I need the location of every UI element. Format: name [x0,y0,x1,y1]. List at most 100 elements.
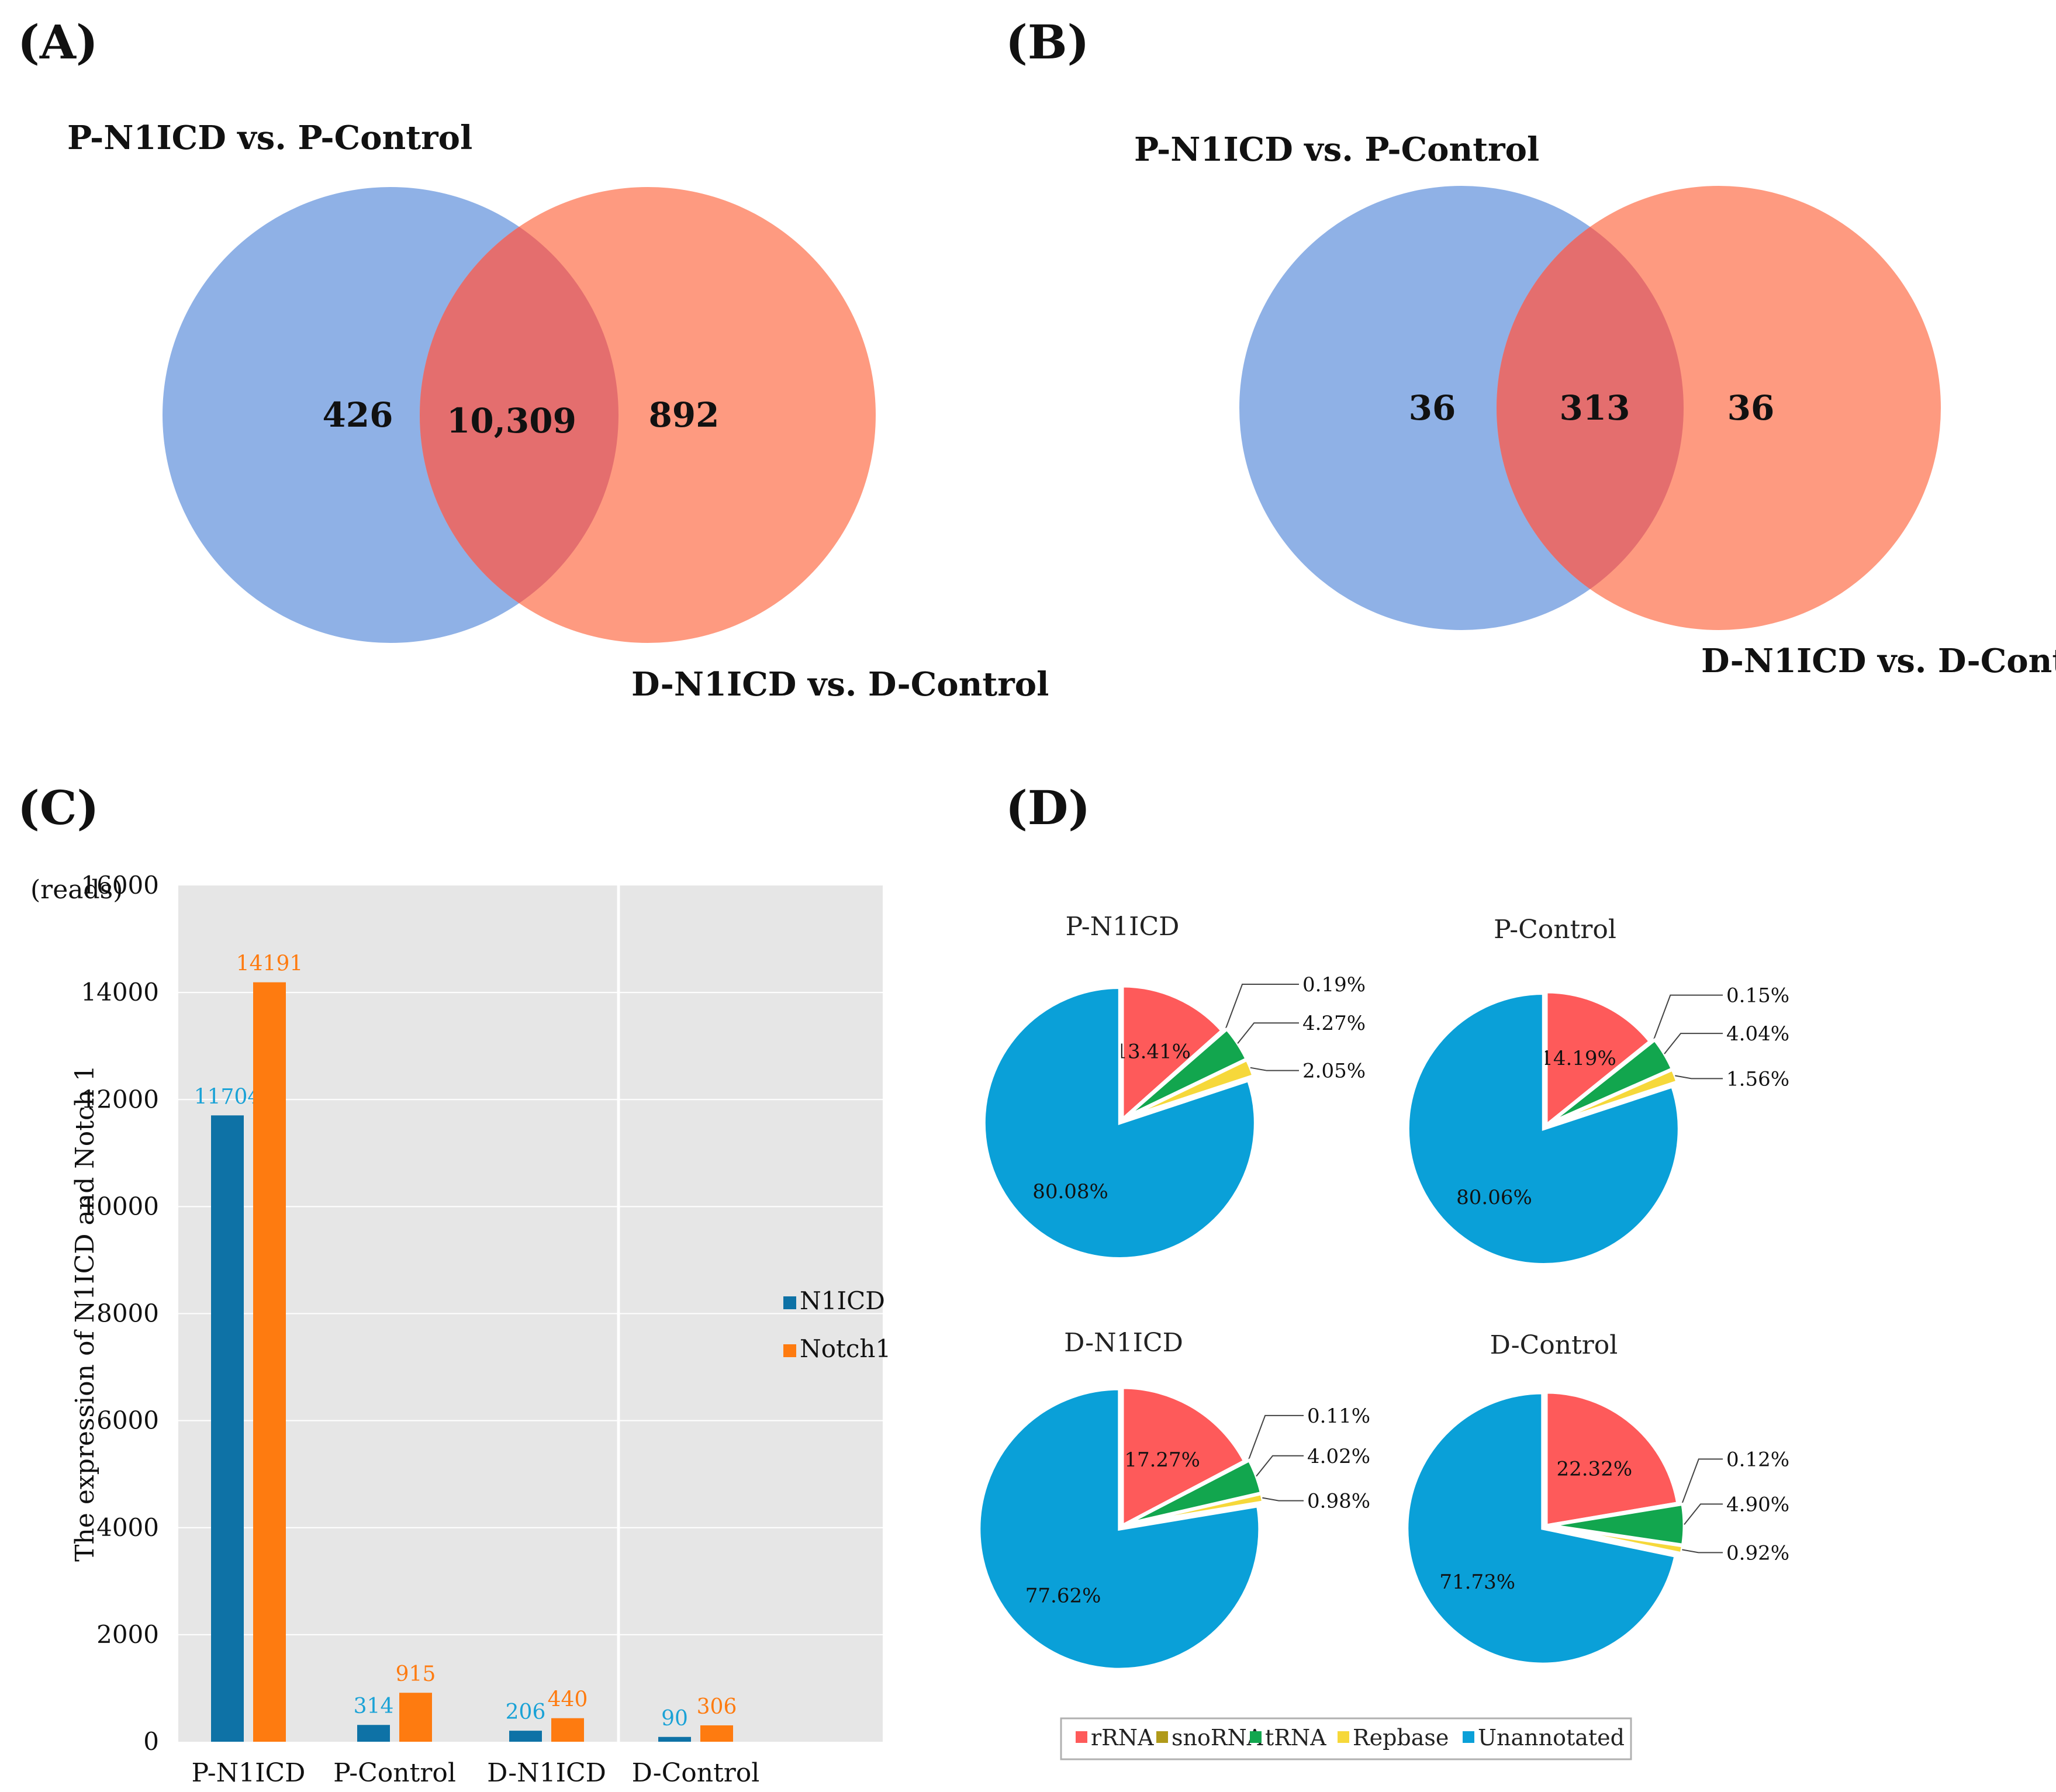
venn-b-right-count: 36 [1727,388,1775,428]
pie-legend-label-rrna: rRNA [1091,1725,1154,1751]
bars: 11704 314 206 90 14191 915 440 306 [194,952,737,1742]
y-tick-label-2: 4000 [96,1513,159,1542]
panel-label-d: (D) [1005,780,1090,835]
pie-3-slice-repbase [1550,1524,1685,1555]
y-tick-label-7: 14000 [81,978,159,1006]
bar-n1icd-1 [357,1725,390,1742]
bar-chart-c: 0 2000 4000 6000 8000 10000 12000 14000 16000 11… [30,871,891,1788]
pie-title-2: D-N1ICD [1064,1328,1183,1358]
pie-title-3: D-Control [1490,1330,1618,1360]
pie-2-slice-unannotated [977,1387,1262,1671]
bar-value-label-n1icd-2: 206 [506,1700,546,1724]
pie-legend-label-unannotated: Unannotated [1478,1725,1625,1751]
venn-b-right-set-name: D-N1ICD vs. D-Control [1701,642,2056,680]
bar-value-label-notch1-1: 915 [396,1662,436,1686]
pie-1-label-repbase: 1.56% [1726,1067,1789,1091]
pie-3-label-rrna: 22.32% [1556,1458,1632,1481]
venn-a-right-set-name: D-N1ICD vs. D-Control [631,665,1049,704]
bar-notch1-2 [551,1718,584,1742]
bar-notch1-1 [399,1693,432,1742]
y-tick-label-3: 6000 [96,1406,159,1435]
pie-title-0: P-N1ICD [1066,912,1180,942]
pie-legend-swatch-rrna [1076,1731,1087,1743]
y-axis-ticks: 0 2000 4000 6000 8000 10000 12000 14000 16000 [81,871,883,1756]
pie-3-label-trna: 4.90% [1726,1493,1789,1516]
venn-a-left-count: 426 [322,395,393,435]
venn-a: P-N1ICD vs. P-Control D-N1ICD vs. D-Cont… [67,119,1049,704]
bar-value-label-n1icd-0: 11704 [194,1085,261,1109]
pie-1-leader-2 [1664,1033,1723,1054]
pie-1-label-trna: 4.04% [1726,1022,1789,1046]
pie-0-leader-1 [1225,983,1299,1029]
venn-a-right-count: 892 [648,395,719,435]
y-tick-label-6: 12000 [81,1085,159,1113]
pie-legend-swatch-snorna [1156,1731,1168,1743]
y-axis-label: The expression of N1ICD and Notch 1 [70,1065,100,1562]
pie-3-slice-rrna [1544,1390,1680,1527]
category-labels: P-N1ICD P-Control D-N1ICD D-Control [192,1758,760,1788]
pie-0-leader-2 [1237,1022,1299,1044]
pie-charts-d: P-N1ICD 13.41% 0.19% 4.27% 2.05% 80.08% P-Cont… [977,912,1789,1671]
venn-b-overlap-count: 313 [1559,388,1630,428]
pie-0-leader-3 [1250,1067,1299,1071]
venn-b-left-set-name: P-N1ICD vs. P-Control [1134,130,1539,169]
panel-label-a: (A) [18,15,98,70]
bar-n1icd-3 [658,1736,691,1742]
x-category-label-1: P-Control [333,1758,456,1788]
venn-b-overlap [1497,227,1684,589]
bar-value-label-notch1-0: 14191 [236,952,303,976]
pie-legend-swatch-trna [1250,1731,1262,1743]
bar-value-label-notch1-3: 306 [697,1695,737,1719]
pie-3-slice-unannotated [1405,1391,1677,1666]
pie-2-label-rrna: 17.27% [1124,1448,1200,1472]
venn-b-left-count: 36 [1409,388,1456,428]
y-tick-label-4: 8000 [96,1299,159,1328]
pie-2-leader-1 [1248,1414,1304,1460]
pie-1-label-snorna: 0.15% [1726,984,1789,1008]
pie-legend-swatch-unannotated [1463,1731,1474,1743]
pie-2-slice-rrna [1121,1386,1247,1528]
bar-notch1-0 [253,982,286,1742]
pie-3-leader-2 [1684,1503,1723,1525]
x-category-label-0: P-N1ICD [192,1758,306,1788]
pie-0-slice-rrna [1121,984,1224,1123]
legend-label-n1icd: N1ICD [800,1286,885,1315]
pie-legend-label-trna: tRNA [1265,1725,1326,1751]
pie-0-slice-unannotated [982,985,1257,1260]
bar-notch1-3 [700,1725,733,1742]
pie-legend: rRNA snoRNA tRNA Repbase Unannotated [1060,1717,1632,1760]
legend-label-notch1: Notch1 [800,1334,891,1363]
bar-legend: N1ICD Notch1 [783,1286,891,1363]
panel-label-c: (C) [18,780,99,835]
pie-3-label-repbase: 0.92% [1726,1541,1789,1565]
bar-n1icd-2 [509,1731,542,1742]
venn-a-overlap-count: 10,309 [447,401,576,441]
pie-2-label-unannotated: 77.62% [1025,1585,1101,1608]
pie-2-label-trna: 4.02% [1307,1445,1370,1468]
pie-0-label-repbase: 2.05% [1302,1060,1366,1083]
pie-legend-swatch-repbase [1338,1731,1349,1743]
pie-1-label-unannotated: 80.06% [1456,1186,1532,1209]
pie-0-slice-repbase [1126,1057,1256,1119]
bar-value-label-n1icd-3: 90 [661,1707,688,1731]
y-axis-unit: (reads) [30,875,123,905]
y-tick-label-0: 0 [143,1727,159,1756]
pie-2-label-repbase: 0.98% [1307,1490,1370,1513]
legend-swatch-notch1 [783,1344,796,1357]
pie-3-leader-1 [1681,1458,1723,1503]
bar-value-label-n1icd-1: 314 [354,1694,394,1718]
legend-swatch-n1icd [783,1296,796,1309]
pie-1-slice-rrna [1544,990,1652,1129]
pie-3-label-unannotated: 71.73% [1439,1570,1515,1594]
pie-2-leader-3 [1262,1497,1304,1502]
pie-0-label-snorna: 0.19% [1302,973,1366,997]
pie-1-leader-1 [1653,994,1723,1039]
pie-legend-label-repbase: Repbase [1353,1725,1449,1751]
bar-value-label-notch1-2: 440 [548,1688,588,1712]
pie-0-label-unannotated: 80.08% [1032,1180,1108,1203]
y-tick-label-5: 10000 [81,1192,159,1220]
panel-label-b: (B) [1005,15,1089,70]
pie-1-leader-3 [1675,1075,1723,1080]
pie-0-label-rrna: 13.41% [1115,1040,1191,1064]
